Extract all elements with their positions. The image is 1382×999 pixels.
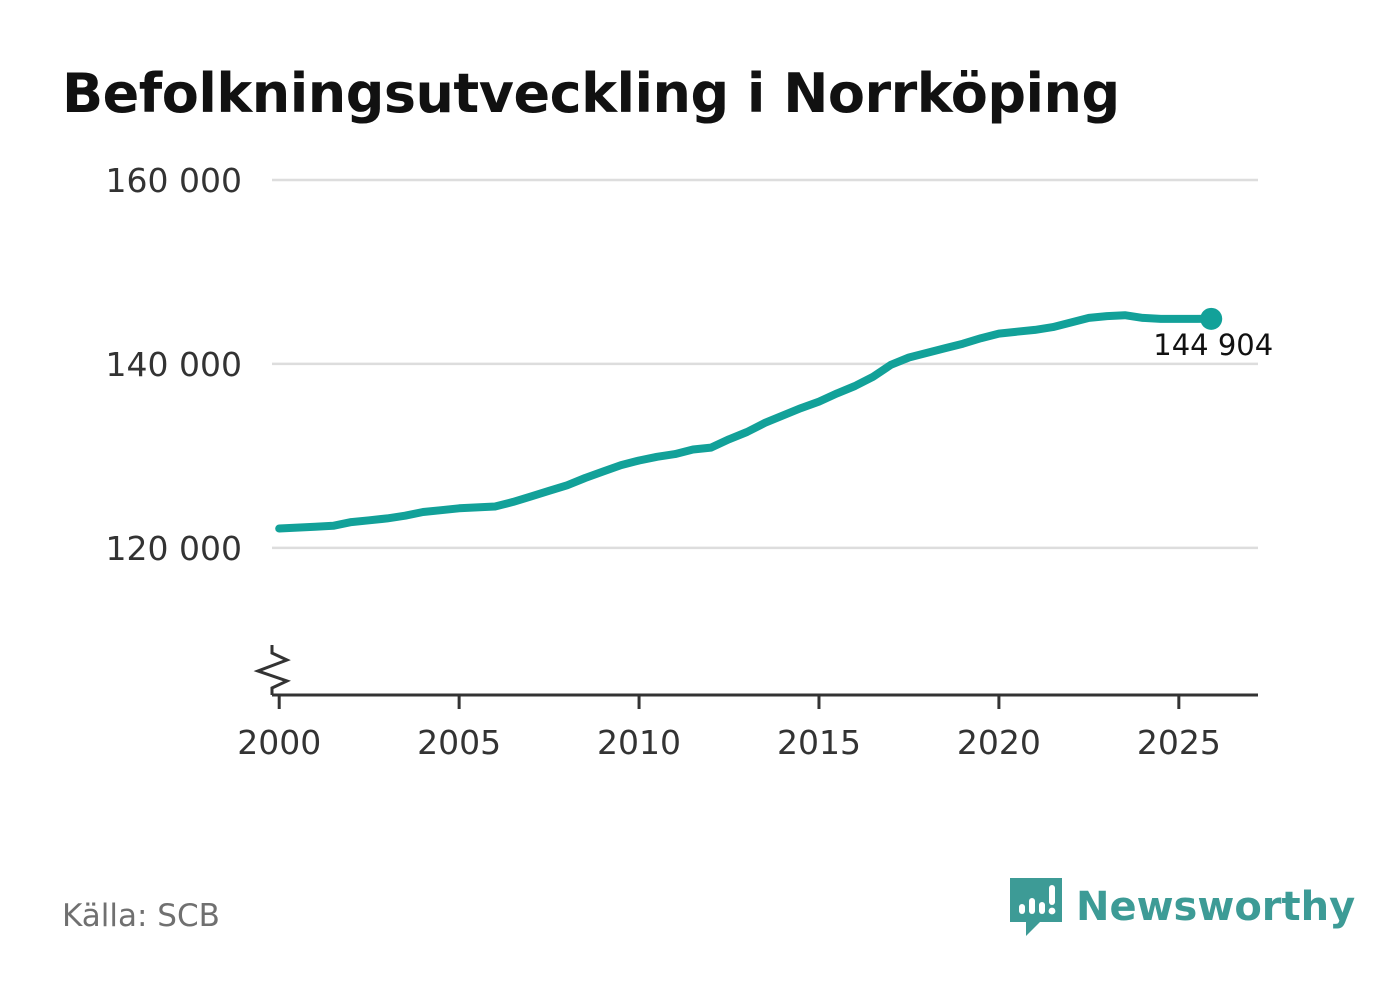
x-tick-label: 2000	[237, 723, 321, 762]
brand-logo[interactable]: Newsworthy	[1010, 876, 1355, 938]
labels-layer: 120 000 140 000 160 000 2000 2005 2010 2015 202…	[106, 161, 1274, 762]
y-tick-label: 120 000	[106, 529, 242, 568]
end-value-label: 144 904	[1153, 328, 1273, 362]
x-tick-label: 2020	[957, 723, 1041, 762]
x-tick-label: 2015	[777, 723, 861, 762]
y-tick-label: 140 000	[106, 345, 242, 384]
x-tick-label: 2005	[417, 723, 501, 762]
end-point-marker	[1200, 307, 1223, 330]
population-line	[275, 311, 1216, 533]
grid-lines	[272, 178, 1258, 550]
source-note: Källa: SCB	[62, 898, 220, 934]
axis-break-marker	[253, 645, 291, 695]
y-tick-label: 160 000	[106, 161, 242, 200]
series-layer	[275, 307, 1223, 533]
newsworthy-logo-icon	[1010, 878, 1062, 936]
brand-name: Newsworthy	[1076, 884, 1356, 930]
x-axis	[253, 645, 1258, 709]
x-tick-label: 2025	[1137, 723, 1221, 762]
x-tick-label: 2010	[597, 723, 681, 762]
chart-title: Befolkningsutveckling i Norrköping	[62, 62, 1120, 125]
